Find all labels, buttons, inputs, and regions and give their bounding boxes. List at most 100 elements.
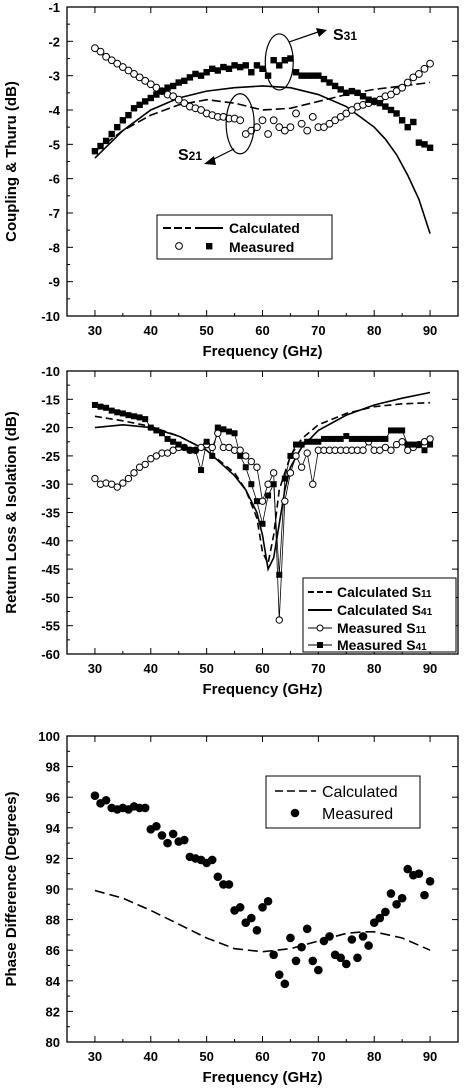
measured-s11-point [381, 443, 390, 452]
measured-s21-point [280, 126, 289, 135]
measured-phase-point [140, 803, 150, 813]
measured-s31-point [102, 137, 110, 145]
measured-s11-point [387, 446, 395, 454]
measured-phase-point [302, 924, 312, 934]
measured-s11-point [130, 469, 138, 477]
measured-s41-point [242, 464, 249, 471]
measured-s11-point [281, 497, 289, 505]
measured-s21-point [403, 78, 412, 87]
measured-s21-point [420, 64, 429, 73]
measured-s11-point [398, 438, 406, 446]
measured-s21-point [258, 116, 267, 125]
measured-s31-point [348, 87, 356, 95]
measured-s41-point [125, 412, 132, 419]
measured-s41-point [276, 571, 283, 578]
measured-s41-point [410, 441, 417, 448]
measured-s41-point [320, 435, 327, 442]
measured-s31-point [415, 139, 423, 146]
measured-s31-point [298, 72, 305, 79]
measured-s31-point [209, 65, 216, 72]
measured-s41-point [387, 427, 394, 434]
y-tick-label: -25 [41, 449, 60, 464]
measured-s21-point [275, 123, 284, 132]
measured-s41-point [421, 447, 428, 454]
measured-s11-point [124, 474, 133, 483]
measured-s41-point [348, 435, 355, 442]
legend-label-calculated: Calculated [229, 220, 300, 236]
measured-s41-point [337, 435, 344, 442]
measured-s31-point [343, 89, 350, 97]
y-axis-title: Coupling & Thuru (dB) [3, 81, 20, 242]
y-tick-label: -4 [48, 103, 60, 118]
x-tick-label: 50 [199, 661, 213, 676]
measured-s41-point [371, 435, 378, 442]
measured-s41-point [231, 430, 238, 437]
s31-label: S31 [333, 27, 357, 44]
y-tick-label: 84 [46, 974, 61, 989]
legend-label-calculated-s41: Calculated S41 [337, 602, 433, 618]
measured-s21-point [113, 59, 122, 68]
measured-s41-point [293, 441, 300, 448]
measured-phase-point [308, 956, 318, 966]
measured-s31-point [365, 96, 372, 103]
measured-s11-point [242, 452, 250, 460]
measured-phase-point [157, 831, 167, 840]
measured-s31-point [181, 77, 188, 85]
measured-s31-point [119, 117, 127, 124]
measured-s11-point [141, 460, 149, 469]
measured-s11-point [214, 429, 222, 437]
measured-s21-point [124, 66, 133, 75]
x-tick-label: 40 [144, 661, 158, 676]
measured-s31-point [326, 79, 333, 86]
x-tick-label: 50 [199, 1049, 213, 1064]
x-tick-label: 60 [255, 1049, 269, 1064]
y-tick-label: -45 [41, 562, 60, 577]
measured-s41-point [281, 475, 288, 482]
measured-s31-point [398, 117, 406, 124]
legend-ms41-marker [317, 642, 323, 648]
measured-s41-point [203, 438, 210, 445]
measured-s41-point [131, 413, 138, 420]
y-tick-label: 80 [46, 1035, 60, 1050]
measured-phase-point [286, 933, 295, 943]
measured-phase-point [314, 965, 323, 975]
measured-s21-point [347, 106, 356, 114]
measured-s41-point [360, 435, 367, 442]
measured-s41-point [164, 435, 171, 442]
y-axis-title: Phase Difference (Degrees) [3, 791, 20, 986]
x-tick-label: 80 [367, 661, 381, 676]
measured-s21-point [292, 109, 300, 118]
measured-phase-point [297, 942, 306, 952]
measured-s31-point [91, 148, 99, 155]
measured-s21-point [180, 99, 189, 108]
measured-s21-point [308, 112, 317, 121]
measured-s41-point [399, 427, 406, 434]
measured-phase-point [280, 979, 290, 989]
measured-s41-point [153, 427, 160, 434]
measured-s41-point [220, 426, 227, 433]
measured-s41-point [108, 407, 115, 414]
measured-s11-point [359, 446, 367, 454]
legend-square-sample [206, 243, 213, 250]
measured-s21-point [342, 109, 351, 118]
y-tick-label: -30 [41, 477, 60, 492]
x-axis-title: Frequency (GHz) [202, 1069, 322, 1086]
measured-s41-point [415, 441, 422, 448]
measured-s41-point [427, 441, 434, 448]
measured-s31-point [337, 86, 344, 93]
measured-s31-point [186, 74, 194, 81]
y-tick-label: 88 [46, 913, 60, 928]
measured-s41-point [175, 441, 182, 448]
measured-s21-point [107, 56, 116, 65]
measured-s31-point [276, 62, 283, 69]
measured-phase-point [397, 893, 407, 903]
legend-label-measured-s41: Measured S41 [337, 637, 427, 653]
measured-s31-point [169, 82, 177, 90]
measured-s21-point [392, 87, 401, 96]
legend-label-calculated-s11: Calculated S11 [337, 584, 432, 600]
y-tick-label: -60 [41, 647, 60, 662]
measured-phase-point [269, 950, 278, 960]
measured-s41-point [225, 428, 232, 435]
measured-s41-point [315, 438, 322, 445]
y-axis-title: Return Loss & Isolation (dB) [3, 411, 20, 614]
